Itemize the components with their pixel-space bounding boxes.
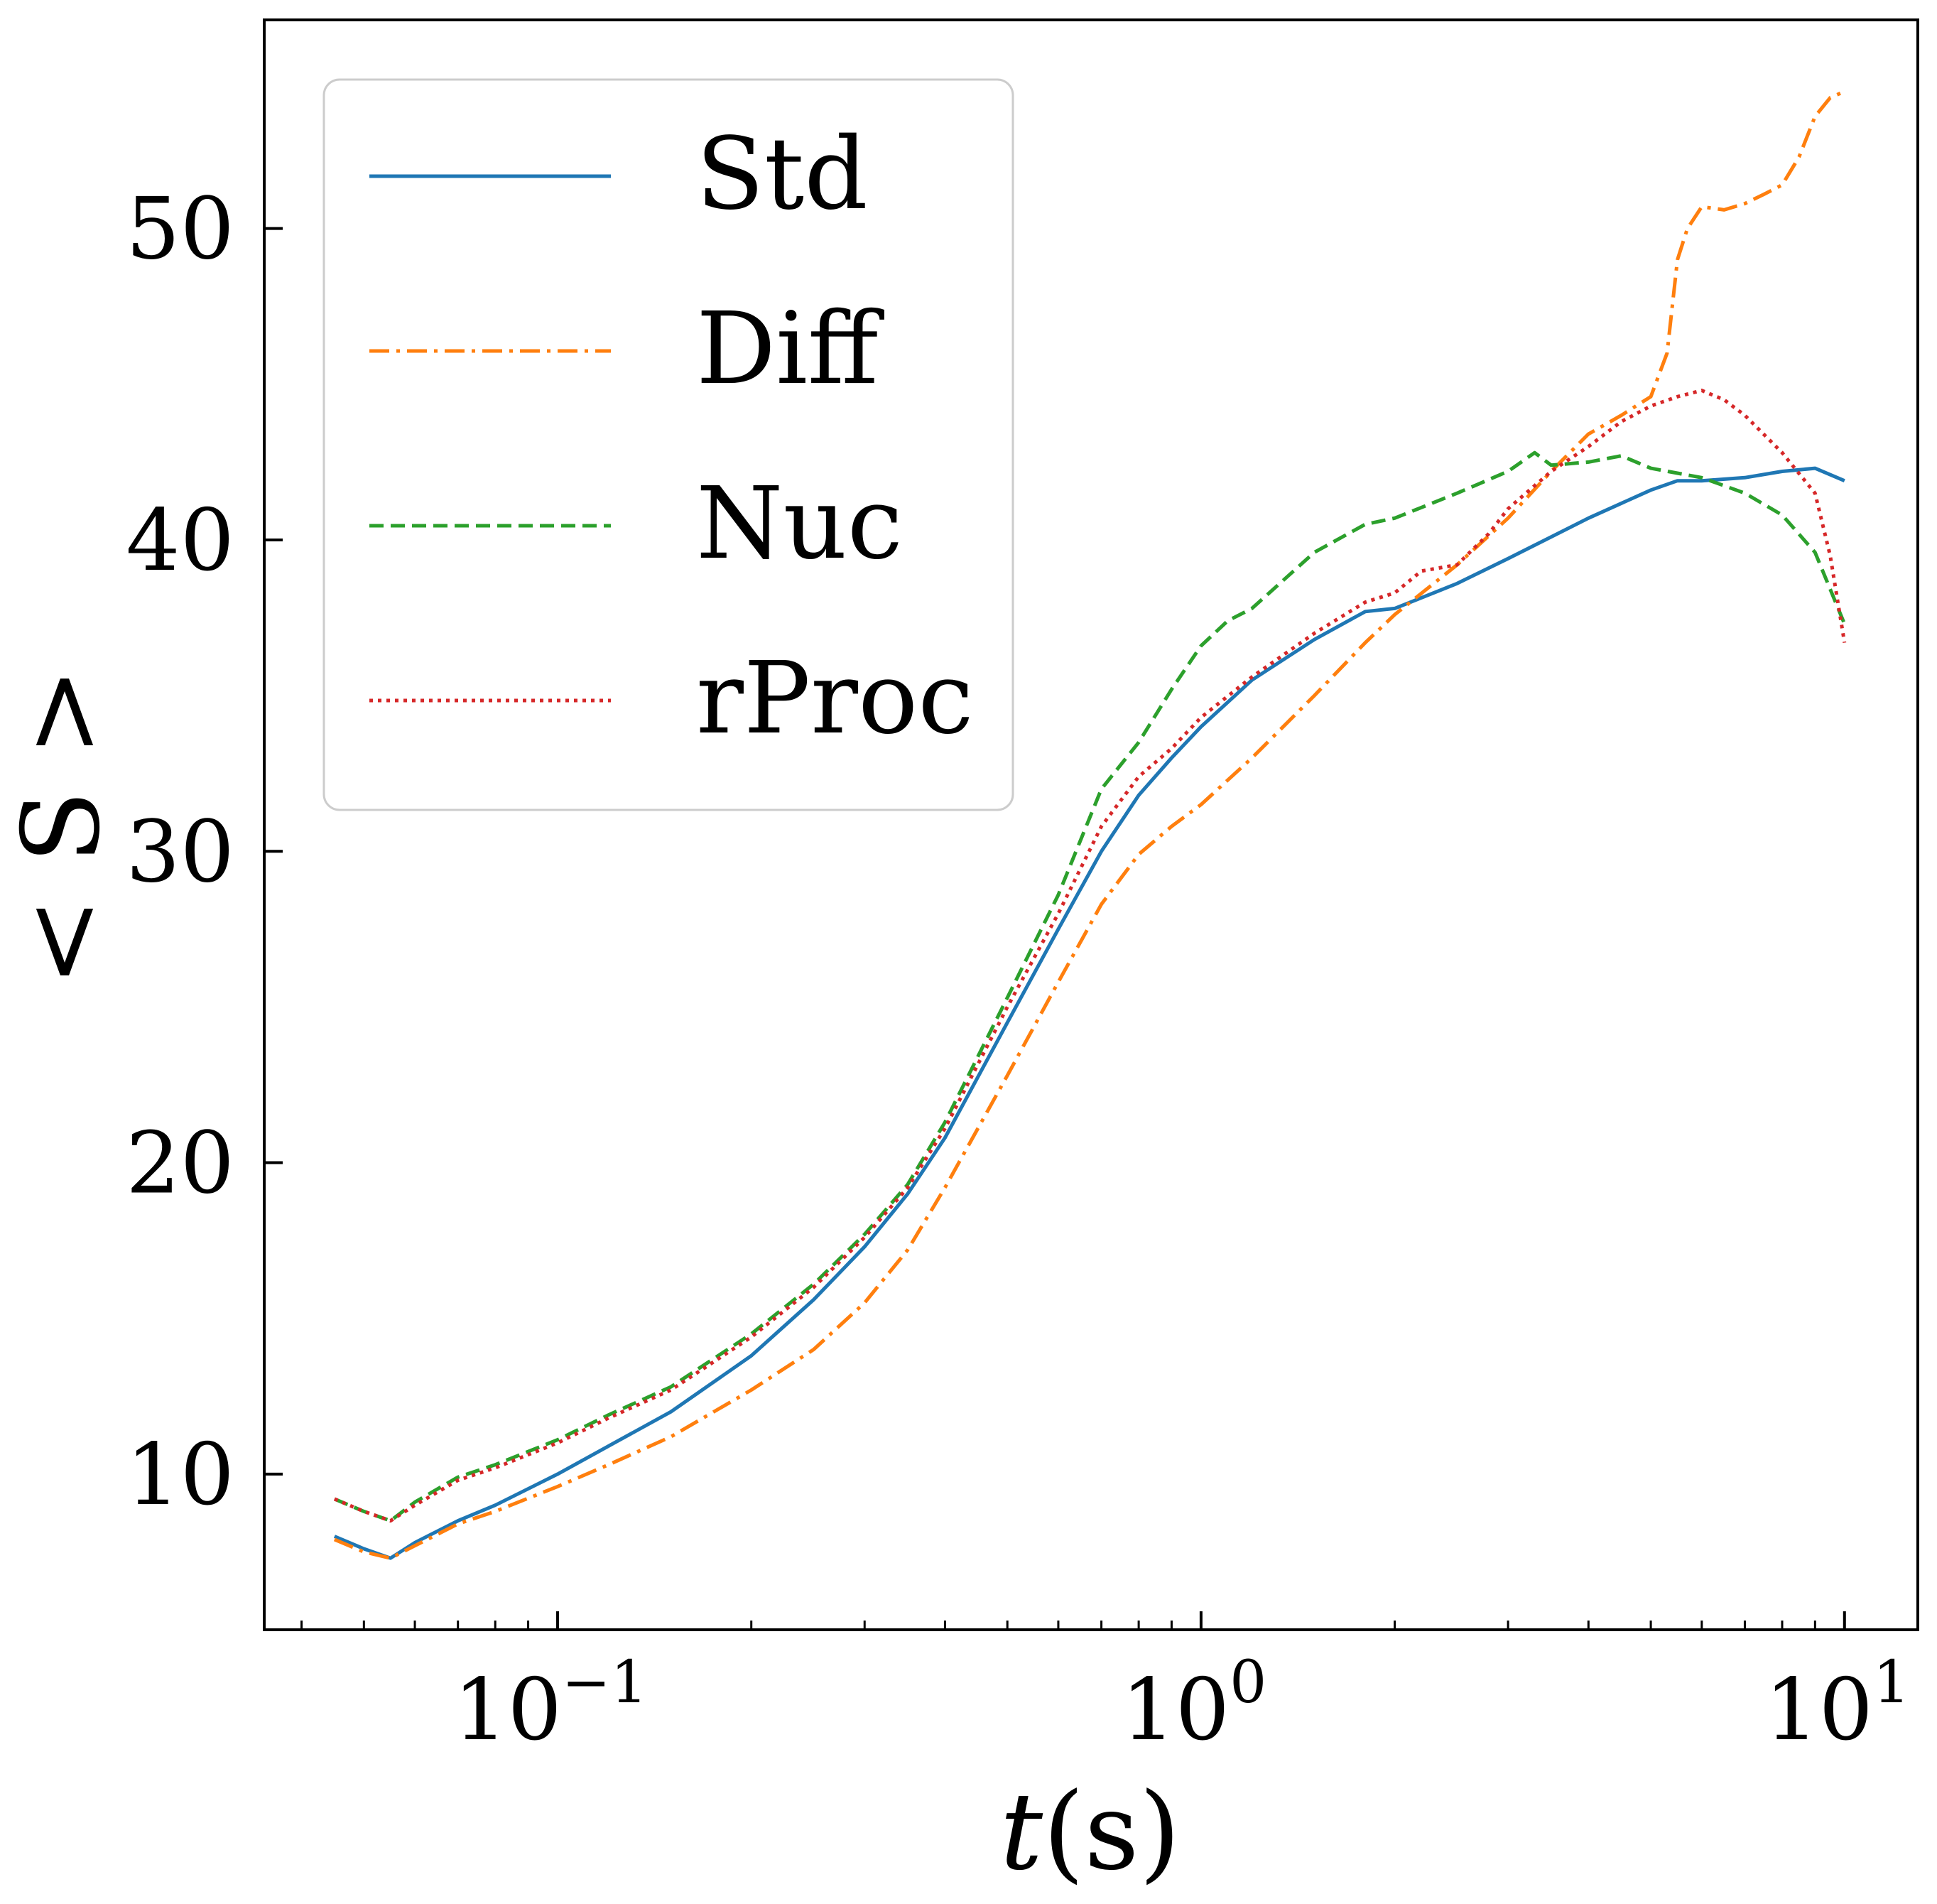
svg-text:t(s): t(s) (1000, 1770, 1181, 1894)
series-layer (333, 90, 1847, 1560)
x-tick-label: 101 (1764, 1649, 1910, 1760)
plot-frame (263, 18, 1919, 1631)
x-axis-title-unit: (s) (1043, 1770, 1181, 1894)
legend-box (322, 78, 1014, 811)
y-tick-label: 40 (126, 492, 234, 590)
legend-label-rproc: rProc (696, 641, 974, 757)
x-tick-label: 10−1 (453, 1649, 648, 1760)
legend-label-std: Std (696, 117, 868, 232)
y-tick-label: 10 (126, 1426, 234, 1525)
x-tick-label: 100 (1121, 1649, 1266, 1760)
legend-label-nuc: Nuc (696, 466, 903, 582)
legend-items: Std Diff Nuc rProc (369, 117, 974, 757)
x-axis-title-variable: t (1000, 1770, 1043, 1894)
x-axis-title: t(s) (1000, 1770, 1181, 1894)
y-axis-title: < S > (0, 667, 124, 987)
series-line-std (333, 466, 1845, 1560)
legend: Std Diff Nuc rProc (322, 78, 1014, 811)
y-axis-ticks: 10 20 30 40 50 (126, 180, 283, 1525)
legend-label-diff: Diff (696, 291, 884, 407)
plot-area: 10−1 100 101 10 20 30 40 50 (126, 18, 1919, 1760)
series-line-rproc (333, 389, 1847, 1523)
y-tick-label: 30 (126, 803, 234, 902)
y-tick-label: 20 (126, 1115, 234, 1213)
series-line-nuc (333, 450, 1847, 1523)
x-axis-ticks: 10−1 100 101 (300, 1611, 1910, 1760)
series-line-diff (333, 90, 1845, 1560)
y-tick-label: 50 (126, 180, 234, 279)
